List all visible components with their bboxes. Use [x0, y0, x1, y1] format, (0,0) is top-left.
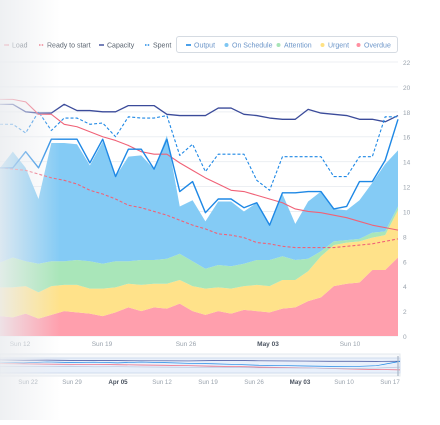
navigator-tick-label: Sun 29: [62, 379, 82, 386]
x-tick-label: Sun 26: [176, 341, 197, 348]
navigator-tick-label: Sun 22: [18, 379, 38, 386]
y-tick-label: 10: [403, 209, 411, 216]
y-tick-label: 22: [403, 60, 411, 67]
legend-item-attention: Attention: [276, 43, 312, 50]
navigator-tick-label: Sun 26: [244, 379, 264, 386]
x-tick-label: May 03: [257, 341, 279, 348]
legend-item-on-schedule: On Schedule: [224, 43, 273, 50]
navigator-tick-label: Sun 12: [152, 379, 172, 386]
navigator-mini-line: [0, 361, 401, 367]
y-tick-label: 8: [403, 234, 407, 241]
y-tick-label: 16: [403, 135, 411, 142]
x-tick-label: Sun 19: [92, 341, 113, 348]
legend-item-output: Output: [186, 43, 215, 50]
line-spent: [0, 111, 398, 191]
legend-label: Ready to start: [47, 43, 91, 50]
navigator-tick-label: Apr 05: [108, 379, 128, 386]
legend-item-capacity: Capacity: [99, 43, 135, 50]
legend-swatch: [320, 43, 325, 47]
x-axis: Sun 12 Sun 19 Sun 26 May 03 Sun 10: [10, 341, 361, 348]
legend-item-overdue: Overdue: [356, 43, 391, 50]
y-tick-label: 20: [403, 85, 411, 92]
legend-label: Urgent: [328, 43, 349, 50]
legend-label: Attention: [284, 43, 312, 50]
legend-label: Capacity: [107, 43, 135, 50]
legend-item-ready-to-start: Ready to start: [39, 43, 91, 50]
y-tick-label: 14: [403, 160, 411, 167]
navigator-tick-label: Sun 10: [334, 379, 354, 386]
legend-label: Overdue: [364, 43, 391, 50]
y-tick-label: 12: [403, 185, 411, 192]
legend: Load Ready to start Capacity Spent Output On …: [4, 36, 398, 53]
x-tick-label: Sun 12: [10, 341, 31, 348]
navigator-mini-line: [0, 359, 401, 362]
legend-label: Spent: [153, 43, 171, 50]
y-tick-label: 4: [403, 284, 407, 291]
legend-item-spent: Spent: [145, 43, 171, 50]
y-tick-label: 18: [403, 110, 411, 117]
area-urgent: [0, 210, 398, 319]
line-output: [0, 119, 399, 226]
stacked-areas: [0, 135, 398, 336]
area-overdue: [0, 257, 398, 336]
legend-label: On Schedule: [232, 43, 273, 50]
legend-swatch: [276, 43, 281, 47]
line-ready-to-start: [0, 167, 399, 249]
line-load: [0, 98, 399, 231]
area-on-schedule: [0, 135, 398, 269]
navigator-tick-label: Sun 17: [380, 379, 400, 386]
legend-swatch: [356, 43, 361, 47]
navigator-selection: [0, 357, 401, 374]
legend-label: Output: [194, 43, 215, 50]
y-tick-label: 6: [403, 259, 407, 266]
legend-item-load: Load: [4, 43, 28, 50]
y-axis: 0 2 4 6 8 10 12 14 16 18 20 22: [403, 60, 411, 341]
legend-box: [176, 36, 398, 53]
navigator-tick-label: Sun 19: [198, 379, 218, 386]
legend-swatch: [224, 43, 229, 47]
legend-item-urgent: Urgent: [320, 43, 349, 50]
navigator: Sun 22 Sun 29 Apr 05 Sun 12 Sun 19 Sun 26 May …: [0, 353, 401, 386]
x-tick-label: Sun 10: [340, 341, 361, 348]
line-capacity: [0, 103, 399, 123]
navigator-mini-line: [0, 365, 401, 369]
y-tick-label: 0: [403, 334, 407, 341]
legend-label: Load: [12, 43, 28, 50]
y-tick-label: 2: [403, 309, 407, 316]
navigator-tick-label: May 03: [290, 379, 311, 386]
area-attention: [0, 206, 398, 293]
series-lines: [0, 98, 399, 249]
